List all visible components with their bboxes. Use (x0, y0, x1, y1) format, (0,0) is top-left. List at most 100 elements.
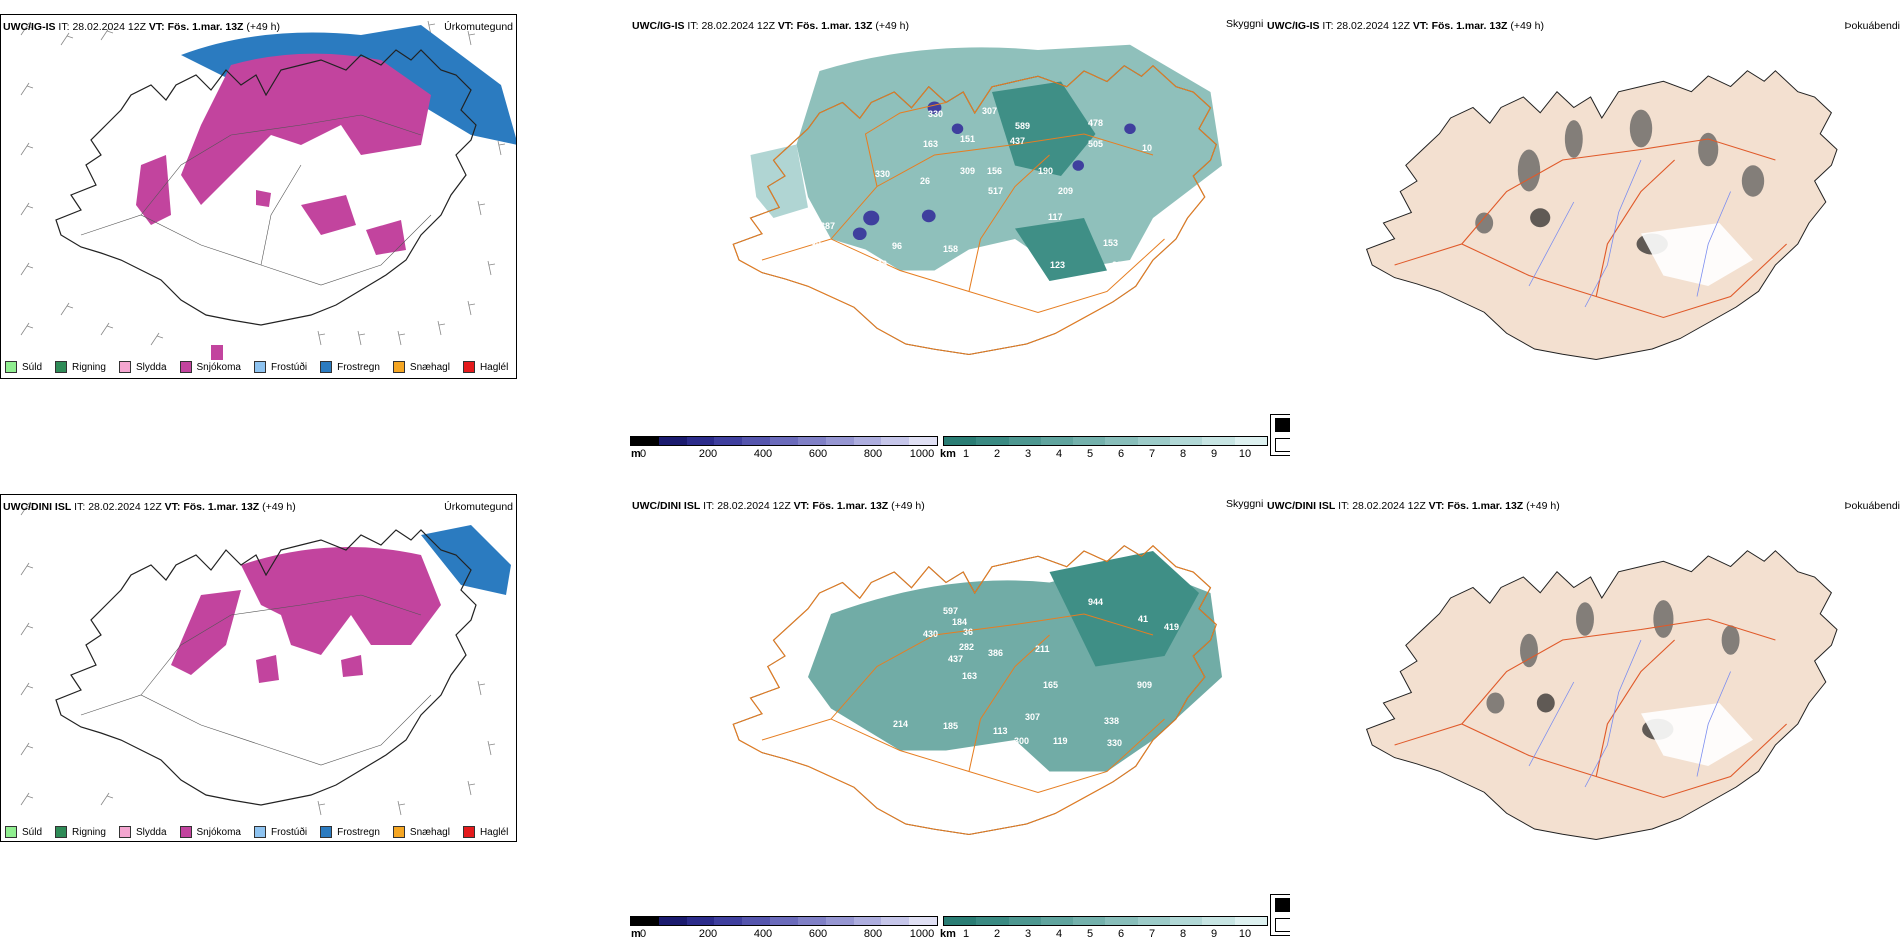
colorbar-tick: 1 (962, 928, 970, 940)
colorbar-tick: 4 (1055, 928, 1063, 940)
cloudbase-label: 223 (1112, 260, 1127, 270)
fog-panel-ig-is: UWC/IG-IS IT: 28.02.2024 12Z VT: Fös. 1.… (1265, 14, 1900, 424)
cloudbase-label: 437 (948, 654, 963, 664)
panel-header: UWC/DINI ISL IT: 28.02.2024 12Z VT: Fös.… (3, 501, 296, 513)
fog-legend-item: 0 (1271, 895, 1290, 915)
cloud-panel-dini-isl: 597 184 430 36 437 282 386 163 211 944 4… (630, 494, 1290, 946)
colorbar-tick: 3 (1024, 928, 1032, 940)
colorbar-unit: m (631, 928, 641, 940)
legend-item: Frostúði (253, 826, 307, 838)
cloudbase-label: 185 (943, 721, 958, 731)
precip-fields (171, 525, 511, 683)
legend-item: Snæhagl (392, 361, 450, 373)
colorbar-tick: 7 (1148, 448, 1156, 460)
colorbar-tick: 800 (863, 448, 883, 460)
colorbar-tick: 9 (1210, 448, 1218, 460)
colorbar-tick: 2 (993, 448, 1001, 460)
cloudbase-label: 589 (1015, 121, 1030, 131)
colorbar-tick: 200 (698, 928, 718, 940)
legend-item: Snjókoma (179, 361, 241, 373)
legend-item: Haglél (462, 361, 508, 373)
panel-header: UWC/DINI ISL IT: 28.02.2024 12Z VT: Fös.… (632, 500, 925, 512)
cloudbase-label: 214 (893, 719, 908, 729)
colorbar-tick: 6 (1117, 928, 1125, 940)
fog-legend-item: 0 (1271, 415, 1290, 435)
fog-legend-item: 60 (1271, 915, 1290, 935)
precip-legend: Súld Rigning Slydda Snjókoma Frostúði Fr… (5, 361, 516, 373)
cloudbase-label: 330 (928, 109, 943, 119)
panel-title: Úrkomutegund (444, 501, 513, 513)
roads (1394, 138, 1787, 319)
legend-item: Snjókoma (179, 826, 241, 838)
panel-title: Skyggni (1226, 498, 1264, 510)
precip-map (20, 502, 511, 816)
cloudbase-label: 307 (982, 106, 997, 116)
colorbar-unit: km (940, 928, 956, 940)
fog-map (1366, 70, 1838, 361)
cloudbase-label: 151 (960, 134, 975, 144)
colorbar-tick: 1000 (909, 928, 935, 940)
cloudbase-label: 36 (963, 627, 973, 637)
precip-fields (136, 25, 516, 360)
panel-header: UWC/DINI ISL IT: 28.02.2024 12Z VT: Fös.… (1267, 500, 1560, 512)
cloudbase-label: 505 (1088, 139, 1103, 149)
cloudbase-labels: 597 184 430 36 437 282 386 163 211 944 4… (893, 597, 1179, 748)
legend-item: Súld (5, 826, 42, 838)
colorbar-tick: 8 (1179, 448, 1187, 460)
cloudbase-labels: 330 307 589 437 151 163 26 309 156 517 1… (806, 106, 1152, 272)
colorbar-unit: km (940, 448, 956, 460)
cloudbase-label: 106 (872, 259, 887, 269)
legend-item: Frostúði (253, 361, 307, 373)
cloudbase-label: 309 (960, 166, 975, 176)
cloudbase-label: 386 (988, 648, 1003, 658)
visibility-colorbar: km 1 2 3 4 5 6 7 8 9 10 (940, 436, 1268, 462)
cloudbase-label: 26 (920, 176, 930, 186)
colorbar-tick: 3 (1024, 448, 1032, 460)
colorbar-tick: 2 (993, 928, 1001, 940)
wind-barbs (20, 20, 506, 346)
colorbar-tick: 0 (639, 928, 647, 940)
colorbar-tick: 9 (1210, 928, 1218, 940)
panel-title: Þokuábendi (1844, 20, 1900, 32)
colorbar-tick: 400 (753, 448, 773, 460)
roads (732, 65, 1217, 356)
visibility-fields (750, 44, 1222, 281)
colorbar-tick: 1 (962, 448, 970, 460)
cloudbase-label: 163 (962, 671, 977, 681)
cloudbase-label: 123 (1050, 260, 1065, 270)
colorbar-tick: 800 (863, 928, 883, 940)
precip-panel-dini-isl: UWC/DINI ISL IT: 28.02.2024 12Z VT: Fös.… (0, 494, 517, 842)
cloudbase-label: 190 (1038, 166, 1053, 176)
cloudbase-label: 597 (943, 606, 958, 616)
cloudbase-label: 117 (1048, 212, 1063, 222)
legend-item: Rigning (55, 826, 106, 838)
legend-item: Haglél (462, 826, 508, 838)
cloudbase-label: 437 (1010, 136, 1025, 146)
panel-header: UWC/IG-IS IT: 28.02.2024 12Z VT: Fös. 1.… (632, 20, 909, 32)
panel-title: Þokuábendi (1844, 500, 1900, 512)
cloudbase-label: 184 (952, 617, 967, 627)
fog-legend: 0 60 (1270, 894, 1290, 936)
cloudbase-colorbar: m 0 200 400 600 800 1000 (630, 916, 939, 942)
legend-item: Snæhagl (392, 826, 450, 838)
cloudbase-label: 944 (1088, 597, 1103, 607)
colorbar-tick: 5 (1086, 448, 1094, 460)
colorbar-tick: 6 (1117, 448, 1125, 460)
cloudbase-label: 209 (1058, 186, 1073, 196)
colorbar-tick: 600 (808, 448, 828, 460)
fog-map (1366, 550, 1838, 841)
fog-panel-dini-isl: UWC/DINI ISL IT: 28.02.2024 12Z VT: Fös.… (1265, 494, 1900, 904)
cloudbase-label: 163 (923, 139, 938, 149)
cloudbase-label: 517 (988, 186, 1003, 196)
cloudbase-label: 282 (959, 642, 974, 652)
cloudbase-label: 156 (987, 166, 1002, 176)
colorbar-tick: 1000 (909, 448, 935, 460)
colorbar-tick: 200 (698, 448, 718, 460)
cloudbase-label: 165 (1043, 680, 1058, 690)
cloudbase-label: 211 (1035, 644, 1050, 654)
legend-item: Frostregn (320, 361, 380, 373)
cloudbase-label: 158 (943, 244, 958, 254)
panel-header: UWC/IG-IS IT: 28.02.2024 12Z VT: Fös. 1.… (1267, 20, 1544, 32)
cloudbase-colorbar: m 0 200 400 600 800 1000 (630, 436, 939, 462)
legend-item: Súld (5, 361, 42, 373)
